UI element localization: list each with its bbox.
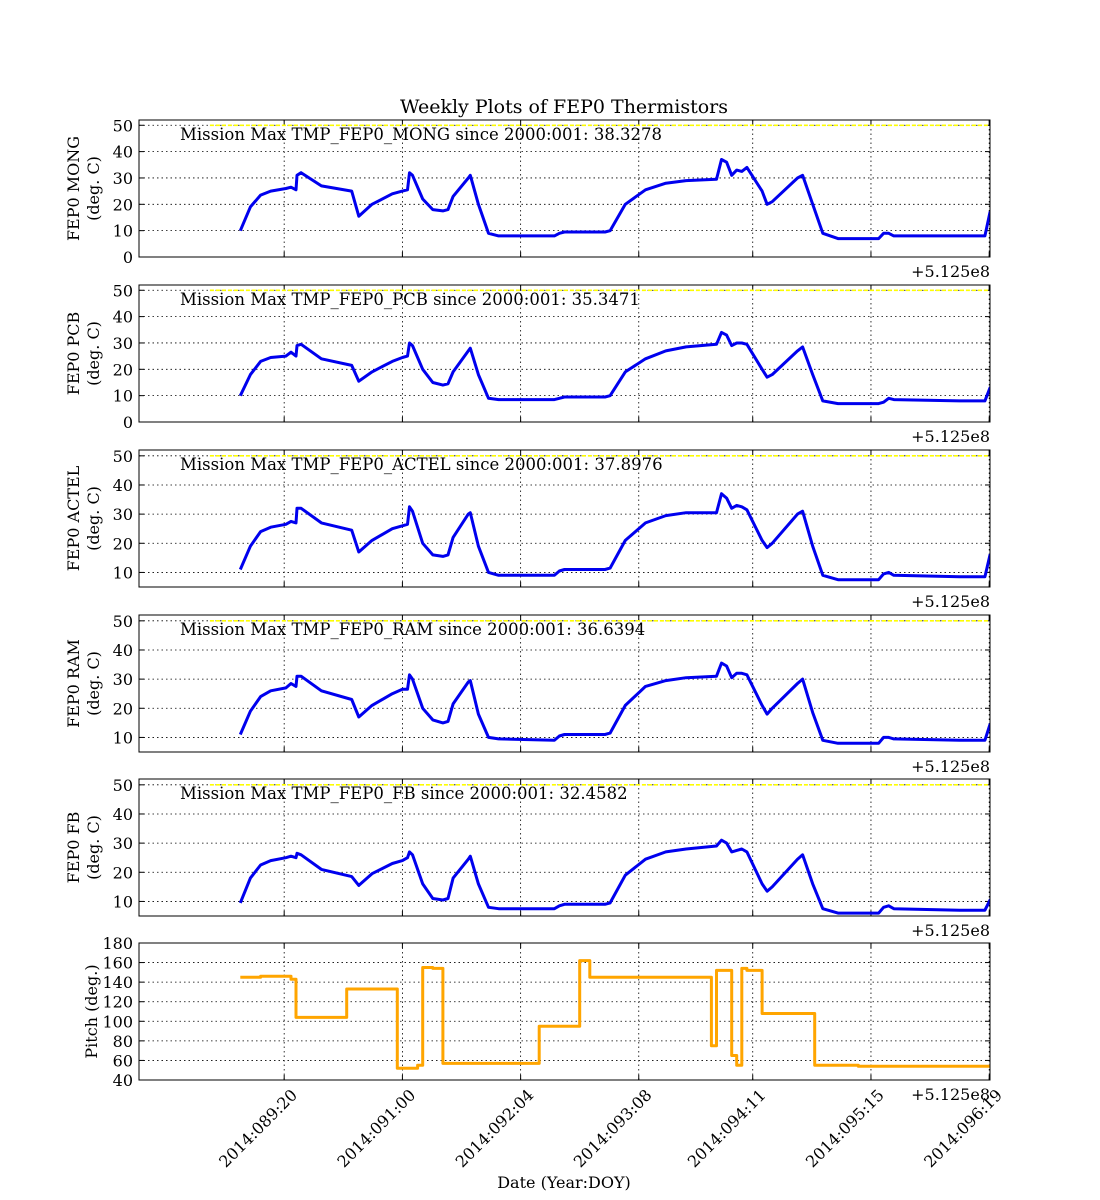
y-axis-label-line: Pitch (deg.) <box>82 964 101 1058</box>
y-tick-label: 120 <box>102 993 133 1012</box>
panel-frame <box>138 778 991 917</box>
y-tick-label: 40 <box>113 476 133 495</box>
y-tick-label: 10 <box>113 387 133 406</box>
y-tick-label: 30 <box>113 169 133 188</box>
figure-title: Weekly Plots of FEP0 Thermistors <box>400 96 728 118</box>
y-axis-label-line: (deg. C) <box>84 156 103 221</box>
x-offset-label: +5.125e8 <box>911 1085 990 1104</box>
y-tick-label: 40 <box>113 805 133 824</box>
y-tick-label: 20 <box>113 360 133 379</box>
y-axis-label: Pitch (deg.) <box>82 964 101 1058</box>
series-line <box>238 158 990 241</box>
y-tick-label: 100 <box>102 1012 133 1031</box>
y-tick-label: 40 <box>113 143 133 162</box>
panel-5: 10 20 30 40 50 Mission Max TMP_FEP0_FB since … <box>64 776 991 940</box>
y-axis-label-line: FEP0 ACTEL <box>64 465 83 571</box>
y-tick-label: 20 <box>113 534 133 553</box>
x-tick-label: 2014:089:20 <box>215 1085 301 1171</box>
y-tick-label: 0 <box>123 248 133 267</box>
panel-2: 0 10 20 30 40 50 Mission Max TMP_FEP0_PCB sinc… <box>64 281 991 446</box>
y-axis-label: FEP0 FB(deg. C) <box>64 812 103 884</box>
y-tick-label: 50 <box>113 116 133 135</box>
y-tick-label: 20 <box>113 699 133 718</box>
y-tick-label: 140 <box>102 973 133 992</box>
y-tick-label: 160 <box>102 954 133 973</box>
panel-frame <box>138 942 991 1081</box>
mission-max-annotation: Mission Max TMP_FEP0_MONG since 2000:001… <box>180 125 662 144</box>
y-tick-label: 180 <box>102 934 133 953</box>
panel-frame <box>138 449 991 588</box>
y-axis-label: FEP0 PCB(deg. C) <box>64 312 103 396</box>
panels-group: 0 10 20 30 40 50 Mission Max TMP_FEP0_MONG sin… <box>64 116 991 1104</box>
y-axis-label-line: (deg. C) <box>84 486 103 551</box>
mission-max-annotation: Mission Max TMP_FEP0_ACTEL since 2000:00… <box>180 455 663 474</box>
series-line <box>238 838 990 915</box>
y-tick-label: 0 <box>123 413 133 432</box>
panel-1: 0 10 20 30 40 50 Mission Max TMP_FEP0_MONG sin… <box>64 116 991 281</box>
panel-3: 10 20 30 40 50 Mission Max TMP_FEP0_ACTEL sin… <box>64 447 991 611</box>
x-offset-label: +5.125e8 <box>911 757 990 776</box>
y-tick-label: 40 <box>113 641 133 660</box>
y-tick-label: 10 <box>113 728 133 747</box>
series-line <box>238 661 990 745</box>
y-tick-label: 40 <box>113 1071 133 1090</box>
y-tick-label: 10 <box>113 563 133 582</box>
x-tick-labels: 2014:089:20 2014:091:00 2014:092:04 2014:09… <box>215 1085 1006 1171</box>
y-tick-label: 20 <box>113 195 133 214</box>
y-axis-label: FEP0 MONG(deg. C) <box>64 136 103 241</box>
mission-max-annotation: Mission Max TMP_FEP0_PCB since 2000:001:… <box>180 290 640 309</box>
y-tick-label: 10 <box>113 222 133 241</box>
x-tick-label: 2014:092:04 <box>452 1085 538 1171</box>
y-tick-label: 80 <box>113 1032 133 1051</box>
y-axis-label-line: (deg. C) <box>84 321 103 386</box>
panel-frame <box>138 119 991 258</box>
y-axis-label-line: FEP0 RAM <box>64 639 83 728</box>
x-offset-label: +5.125e8 <box>911 592 990 611</box>
x-offset-label: +5.125e8 <box>911 921 990 940</box>
mission-max-annotation: Mission Max TMP_FEP0_RAM since 2000:001:… <box>180 620 645 639</box>
x-tick-label: 2014:095:15 <box>802 1085 888 1171</box>
y-tick-label: 50 <box>113 281 133 300</box>
series-line <box>238 492 990 582</box>
mission-max-annotation: Mission Max TMP_FEP0_FB since 2000:001: … <box>180 784 628 803</box>
series-line <box>240 959 990 1070</box>
y-tick-label: 30 <box>113 505 133 524</box>
panel-4: 10 20 30 40 50 Mission Max TMP_FEP0_RAM since… <box>64 612 991 776</box>
y-tick-label: 60 <box>113 1051 133 1070</box>
x-tick-label: 2014:091:00 <box>333 1085 419 1171</box>
x-offset-label: +5.125e8 <box>911 262 990 281</box>
y-tick-label: 30 <box>113 334 133 353</box>
series-line <box>238 330 990 406</box>
y-tick-label: 50 <box>113 612 133 631</box>
x-tick-label: 2014:094:11 <box>684 1085 770 1171</box>
x-axis-label: Date (Year:DOY) <box>497 1173 631 1192</box>
y-axis-label-line: (deg. C) <box>84 815 103 880</box>
y-tick-label: 20 <box>113 863 133 882</box>
y-tick-label: 30 <box>113 834 133 853</box>
panel-frame <box>138 284 991 423</box>
y-tick-label: 10 <box>113 892 133 911</box>
y-axis-label: FEP0 RAM(deg. C) <box>64 639 103 728</box>
y-axis-label: FEP0 ACTEL(deg. C) <box>64 465 103 571</box>
y-axis-label-line: FEP0 MONG <box>64 136 83 241</box>
y-axis-label-line: (deg. C) <box>84 651 103 716</box>
y-tick-label: 50 <box>113 447 133 466</box>
y-tick-label: 50 <box>113 776 133 795</box>
y-axis-label-line: FEP0 PCB <box>64 312 83 396</box>
y-tick-label: 40 <box>113 308 133 327</box>
y-axis-label-line: FEP0 FB <box>64 812 83 884</box>
x-offset-label: +5.125e8 <box>911 427 990 446</box>
x-tick-label: 2014:093:08 <box>570 1085 656 1171</box>
y-tick-label: 30 <box>113 670 133 689</box>
panel-frame <box>138 614 991 753</box>
